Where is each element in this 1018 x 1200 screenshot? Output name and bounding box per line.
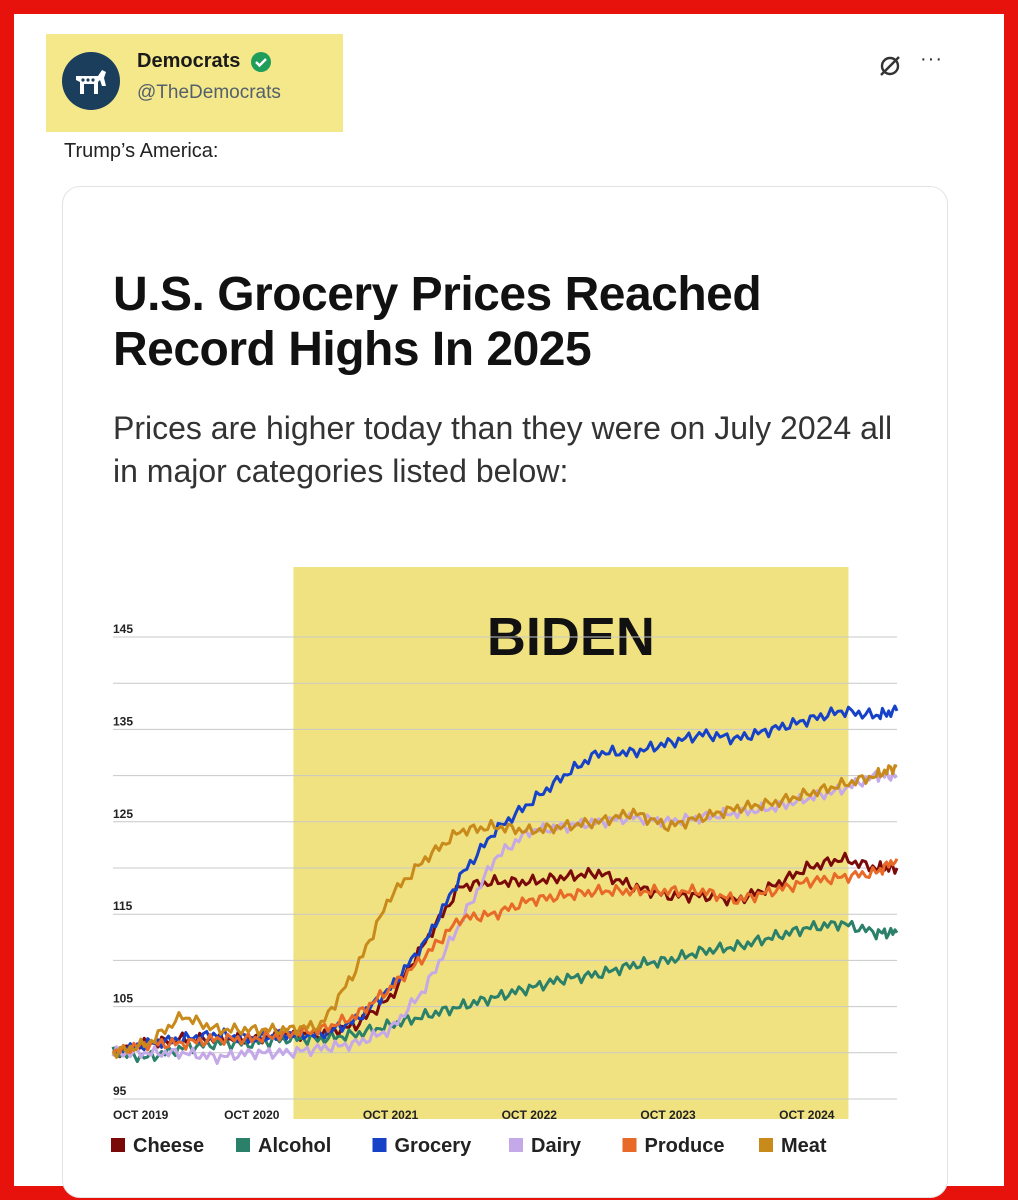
tweet-container: Democrats @TheDemocrats ··· Trump’s Amer…	[22, 20, 996, 1198]
media-card[interactable]: U.S. Grocery Prices Reached Record Highs…	[62, 186, 948, 1198]
legend-swatch-cheese	[111, 1138, 125, 1152]
y-tick-label: 125	[113, 807, 133, 821]
chart-subtitle: Prices are higher today than they were o…	[113, 410, 893, 489]
legend-label-cheese: Cheese	[133, 1135, 204, 1157]
x-tick-label: OCT 2024	[779, 1108, 835, 1122]
series-line-produce	[112, 858, 899, 1054]
legend-swatch-alcohol	[236, 1138, 250, 1152]
legend-swatch-grocery	[372, 1138, 387, 1152]
legend-label-dairy: Dairy	[531, 1135, 582, 1157]
x-tick-label: OCT 2020	[224, 1108, 280, 1122]
legend-label-alcohol: Alcohol	[258, 1135, 331, 1157]
legend-label-meat: Meat	[781, 1135, 827, 1157]
grok-icon[interactable]	[877, 53, 903, 79]
legend-swatch-dairy	[509, 1138, 523, 1152]
legend-label-produce: Produce	[645, 1135, 725, 1157]
author-name-text: Democrats	[137, 50, 241, 72]
legend-swatch-meat	[759, 1138, 773, 1152]
legend-label-grocery: Grocery	[395, 1135, 473, 1157]
y-tick-label: 135	[113, 714, 133, 728]
legend-swatch-produce	[622, 1138, 637, 1152]
x-tick-label: OCT 2019	[113, 1108, 169, 1122]
donkey-logo-icon	[76, 70, 106, 94]
x-tick-label: OCT 2022	[502, 1108, 558, 1122]
y-tick-label: 115	[113, 899, 133, 913]
series-line-alcohol	[111, 919, 899, 1064]
y-tick-label: 95	[113, 1084, 127, 1098]
verified-badge-icon	[250, 51, 271, 72]
series-line-meat	[111, 764, 898, 1059]
more-icon[interactable]: ···	[920, 48, 943, 70]
x-tick-label: OCT 2023	[640, 1108, 696, 1122]
author-name[interactable]: Democrats	[137, 50, 272, 73]
y-tick-label: 105	[113, 992, 133, 1006]
author-handle[interactable]: @TheDemocrats	[137, 82, 281, 103]
chart-title: U.S. Grocery Prices Reached Record Highs…	[113, 268, 762, 376]
y-tick-label: 145	[113, 622, 133, 636]
x-tick-label: OCT 2021	[363, 1108, 419, 1122]
tweet-text: Trump’s America:	[64, 140, 219, 162]
avatar[interactable]	[62, 52, 120, 110]
